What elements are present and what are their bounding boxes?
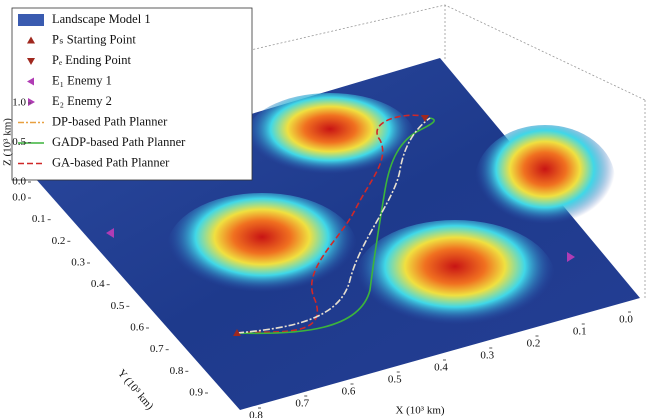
x-tick-label: 0.2 [527, 338, 541, 350]
legend-label: E₂ Enemy 2 [52, 94, 112, 108]
x-tick-label: 0.8 [249, 410, 263, 418]
y-tick-label: 0.4 [91, 278, 105, 290]
x-tick-label: 0.5 [388, 374, 402, 386]
legend-swatch [18, 14, 44, 26]
legend-label: E₁ Enemy 1 [52, 73, 112, 87]
y-tick-label: 0.3 [71, 257, 85, 269]
y-tick-label: 0.5 [111, 300, 125, 312]
legend-label: GA-based Path Planner [52, 155, 170, 169]
x-tick-label: 0.6 [342, 386, 356, 398]
legend-label: Pₑ Ending Point [52, 53, 131, 67]
chart: Landscape Model 1 Pₛ Starting Point Pₑ End… [0, 0, 646, 418]
y-tick-label: 0.1 [32, 213, 46, 225]
x-axis-title: X (10³ km) [395, 405, 444, 417]
x-tick-label: 0.4 [434, 362, 448, 374]
legend-label: Pₛ Starting Point [52, 32, 136, 46]
z-tick-label: 0.5 [12, 136, 26, 148]
legend-label: GADP-based Path Planner [52, 135, 186, 149]
legend-label: DP-based Path Planner [52, 114, 168, 128]
y-axis-title: Y (10³ km) [115, 367, 156, 412]
y-tick-label: 0.6 [130, 322, 144, 334]
x-tick-label: 0.1 [573, 326, 587, 338]
y-tick-label: 0.7 [150, 343, 164, 355]
legend: Landscape Model 1 Pₛ Starting Point Pₑ End… [12, 8, 252, 180]
x-tick-label: 0.0 [619, 314, 633, 326]
y-tick-label: 0.2 [52, 235, 66, 247]
x-tick-label: 0.3 [480, 350, 494, 362]
z-tick-label: 1.0 [12, 97, 26, 109]
legend-label: Landscape Model 1 [52, 12, 151, 26]
y-tick-label: 0.0 [12, 192, 26, 204]
y-tick-label: 0.9 [189, 387, 203, 399]
z-tick-label: 0.0 [12, 176, 26, 188]
y-tick-label: 0.8 [170, 365, 184, 377]
x-tick-label: 0.7 [295, 398, 309, 410]
